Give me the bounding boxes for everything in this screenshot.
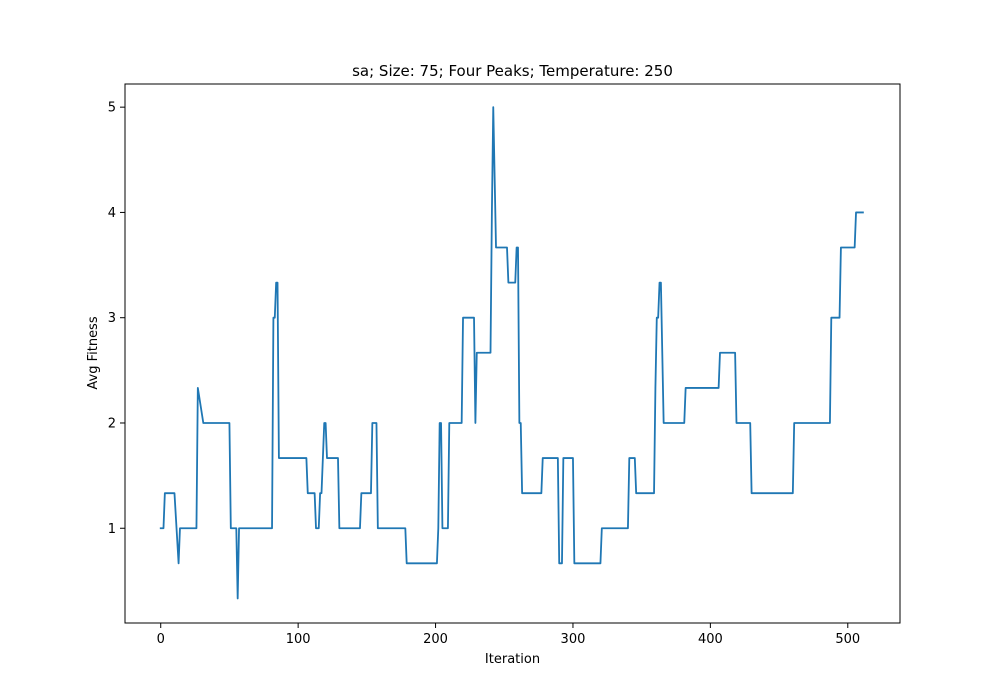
x-axis-label: Iteration — [485, 652, 540, 667]
y-axis-label: Avg Fitness — [86, 316, 101, 389]
x-axis-ticks: 0 100 200 300 400 500 — [157, 623, 860, 647]
series-line-0 — [159, 106, 864, 600]
y-tick-label-1: 1 — [108, 522, 116, 537]
plot-content — [159, 106, 864, 600]
y-tick-label-2: 2 — [108, 416, 116, 431]
x-tick-label-0: 0 — [157, 632, 165, 647]
y-tick-label-4: 4 — [108, 206, 116, 221]
plot-frame — [124, 83, 901, 624]
y-tick-label-5: 5 — [108, 101, 116, 116]
x-tick-label-200: 200 — [423, 632, 448, 647]
y-axis-ticks: 1 2 3 4 5 — [108, 101, 125, 537]
x-tick-label-400: 400 — [698, 632, 723, 647]
x-tick-label-500: 500 — [835, 632, 860, 647]
x-tick-label-100: 100 — [286, 632, 311, 647]
y-tick-label-3: 3 — [108, 311, 116, 326]
x-tick-label-300: 300 — [561, 632, 586, 647]
chart-title: sa; Size: 75; Four Peaks; Temperature: 2… — [352, 62, 673, 80]
